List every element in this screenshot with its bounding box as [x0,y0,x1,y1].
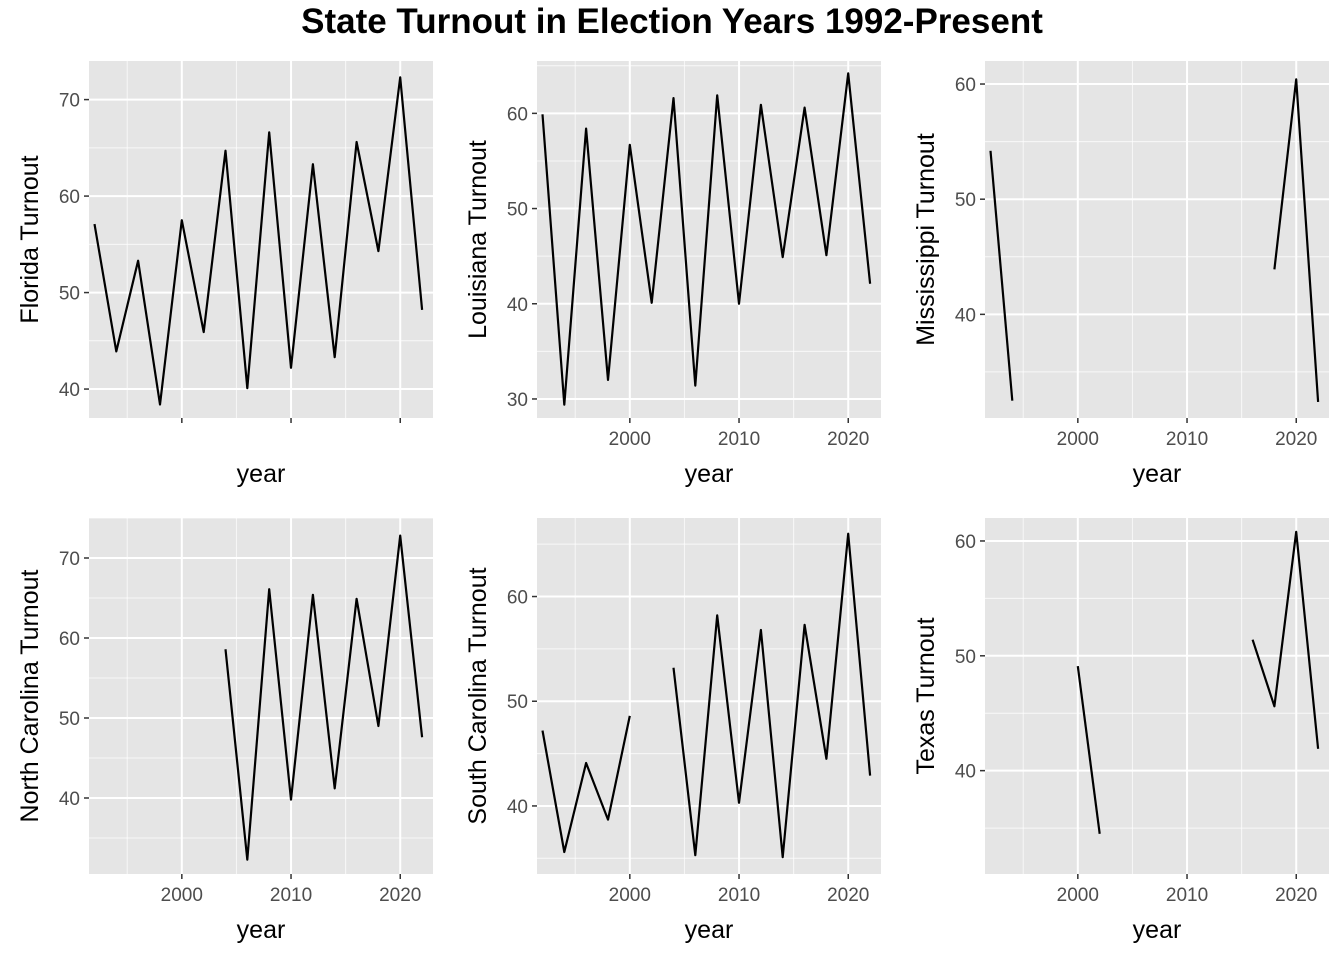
x-tick-label: 2010 [1166,429,1208,450]
x-tick-label: 2010 [270,885,312,906]
x-tick-label: 2010 [718,429,760,450]
panel-background [985,61,1329,418]
y-tick-label: 60 [507,104,528,125]
y-tick-label: 50 [59,284,80,305]
panel-mississippi: 2000 2010 2020 40 50 60 year Mississippi Turnou… [912,61,1329,488]
x-axis-title: year [1133,460,1182,488]
y-tick-label: 50 [955,647,976,668]
x-tick-label: 2020 [1275,429,1317,450]
y-tick-label: 30 [507,390,528,411]
turnout-line [1076,665,1101,834]
turnout-line [1251,530,1320,749]
y-tick-label: 40 [507,797,528,818]
y-tick-label: 70 [59,91,80,112]
y-tick-label: 40 [955,762,976,783]
y-tick-label: 60 [59,187,80,208]
y-tick-label: 60 [507,588,528,609]
y-tick-label: 40 [955,305,976,326]
turnout-line [989,150,1014,401]
y-axis-title: North Carolina Turnout [16,569,44,822]
panel-north-carolina: 2000 2010 2020 40 50 60 70 year North Carolina T… [16,517,433,944]
x-tick-label: 2010 [718,885,760,906]
y-tick-label: 50 [955,190,976,211]
x-tick-label: 2020 [1275,885,1317,906]
panel-texas: 2000 2010 2020 40 50 60 year Texas Turnout [912,518,1329,944]
y-tick-label: 60 [59,629,80,650]
y-tick-label: 50 [507,200,528,221]
turnout-line [1273,78,1320,402]
x-tick-label: 2020 [827,429,869,450]
y-axis-title: Florida Turnout [16,155,44,323]
x-tick-label: 2020 [827,885,869,906]
panel-south-carolina: 2000 2010 2020 40 50 60 year South Carolina Tur… [464,518,881,944]
x-tick-label: 2010 [1166,885,1208,906]
turnout-line [224,534,424,861]
y-tick-label: 40 [59,789,80,810]
x-tick-label: 2000 [1057,429,1099,450]
y-tick-label: 40 [507,295,528,316]
x-axis-title: year [685,460,734,488]
x-axis-title: year [685,916,734,944]
x-tick-label: 2020 [379,885,421,906]
y-axis-title: South Carolina Turnout [464,567,492,824]
panel-louisiana: 2000 2010 2020 30 40 50 60 year Louisiana Turnou… [464,61,881,488]
x-tick-label: 2000 [161,885,203,906]
y-tick-label: 60 [955,532,976,553]
x-tick-label: 2000 [609,429,651,450]
y-tick-label: 40 [59,380,80,401]
y-axis-title: Texas Turnout [912,617,940,774]
panel-background [537,61,881,418]
y-tick-label: 50 [59,709,80,730]
turnout-line [93,76,424,406]
turnout-line [541,715,631,854]
figure-title: State Turnout in Election Years 1992-Pre… [301,2,1043,41]
y-axis-title: Louisiana Turnout [464,140,492,339]
x-axis-title: year [237,460,286,488]
x-tick-label: 2000 [1057,885,1099,906]
x-tick-label: 2000 [609,885,651,906]
y-axis-title: Mississippi Turnout [912,133,940,346]
y-tick-label: 70 [59,549,80,570]
turnout-line [541,72,872,406]
y-tick-label: 50 [507,692,528,713]
x-axis-title: year [1133,916,1182,944]
y-tick-label: 60 [955,75,976,96]
panel-background [985,518,1329,874]
panel-florida: 40 50 60 70 year Florida Turnout [16,61,433,488]
x-axis-title: year [237,916,286,944]
turnout-line [672,532,872,859]
